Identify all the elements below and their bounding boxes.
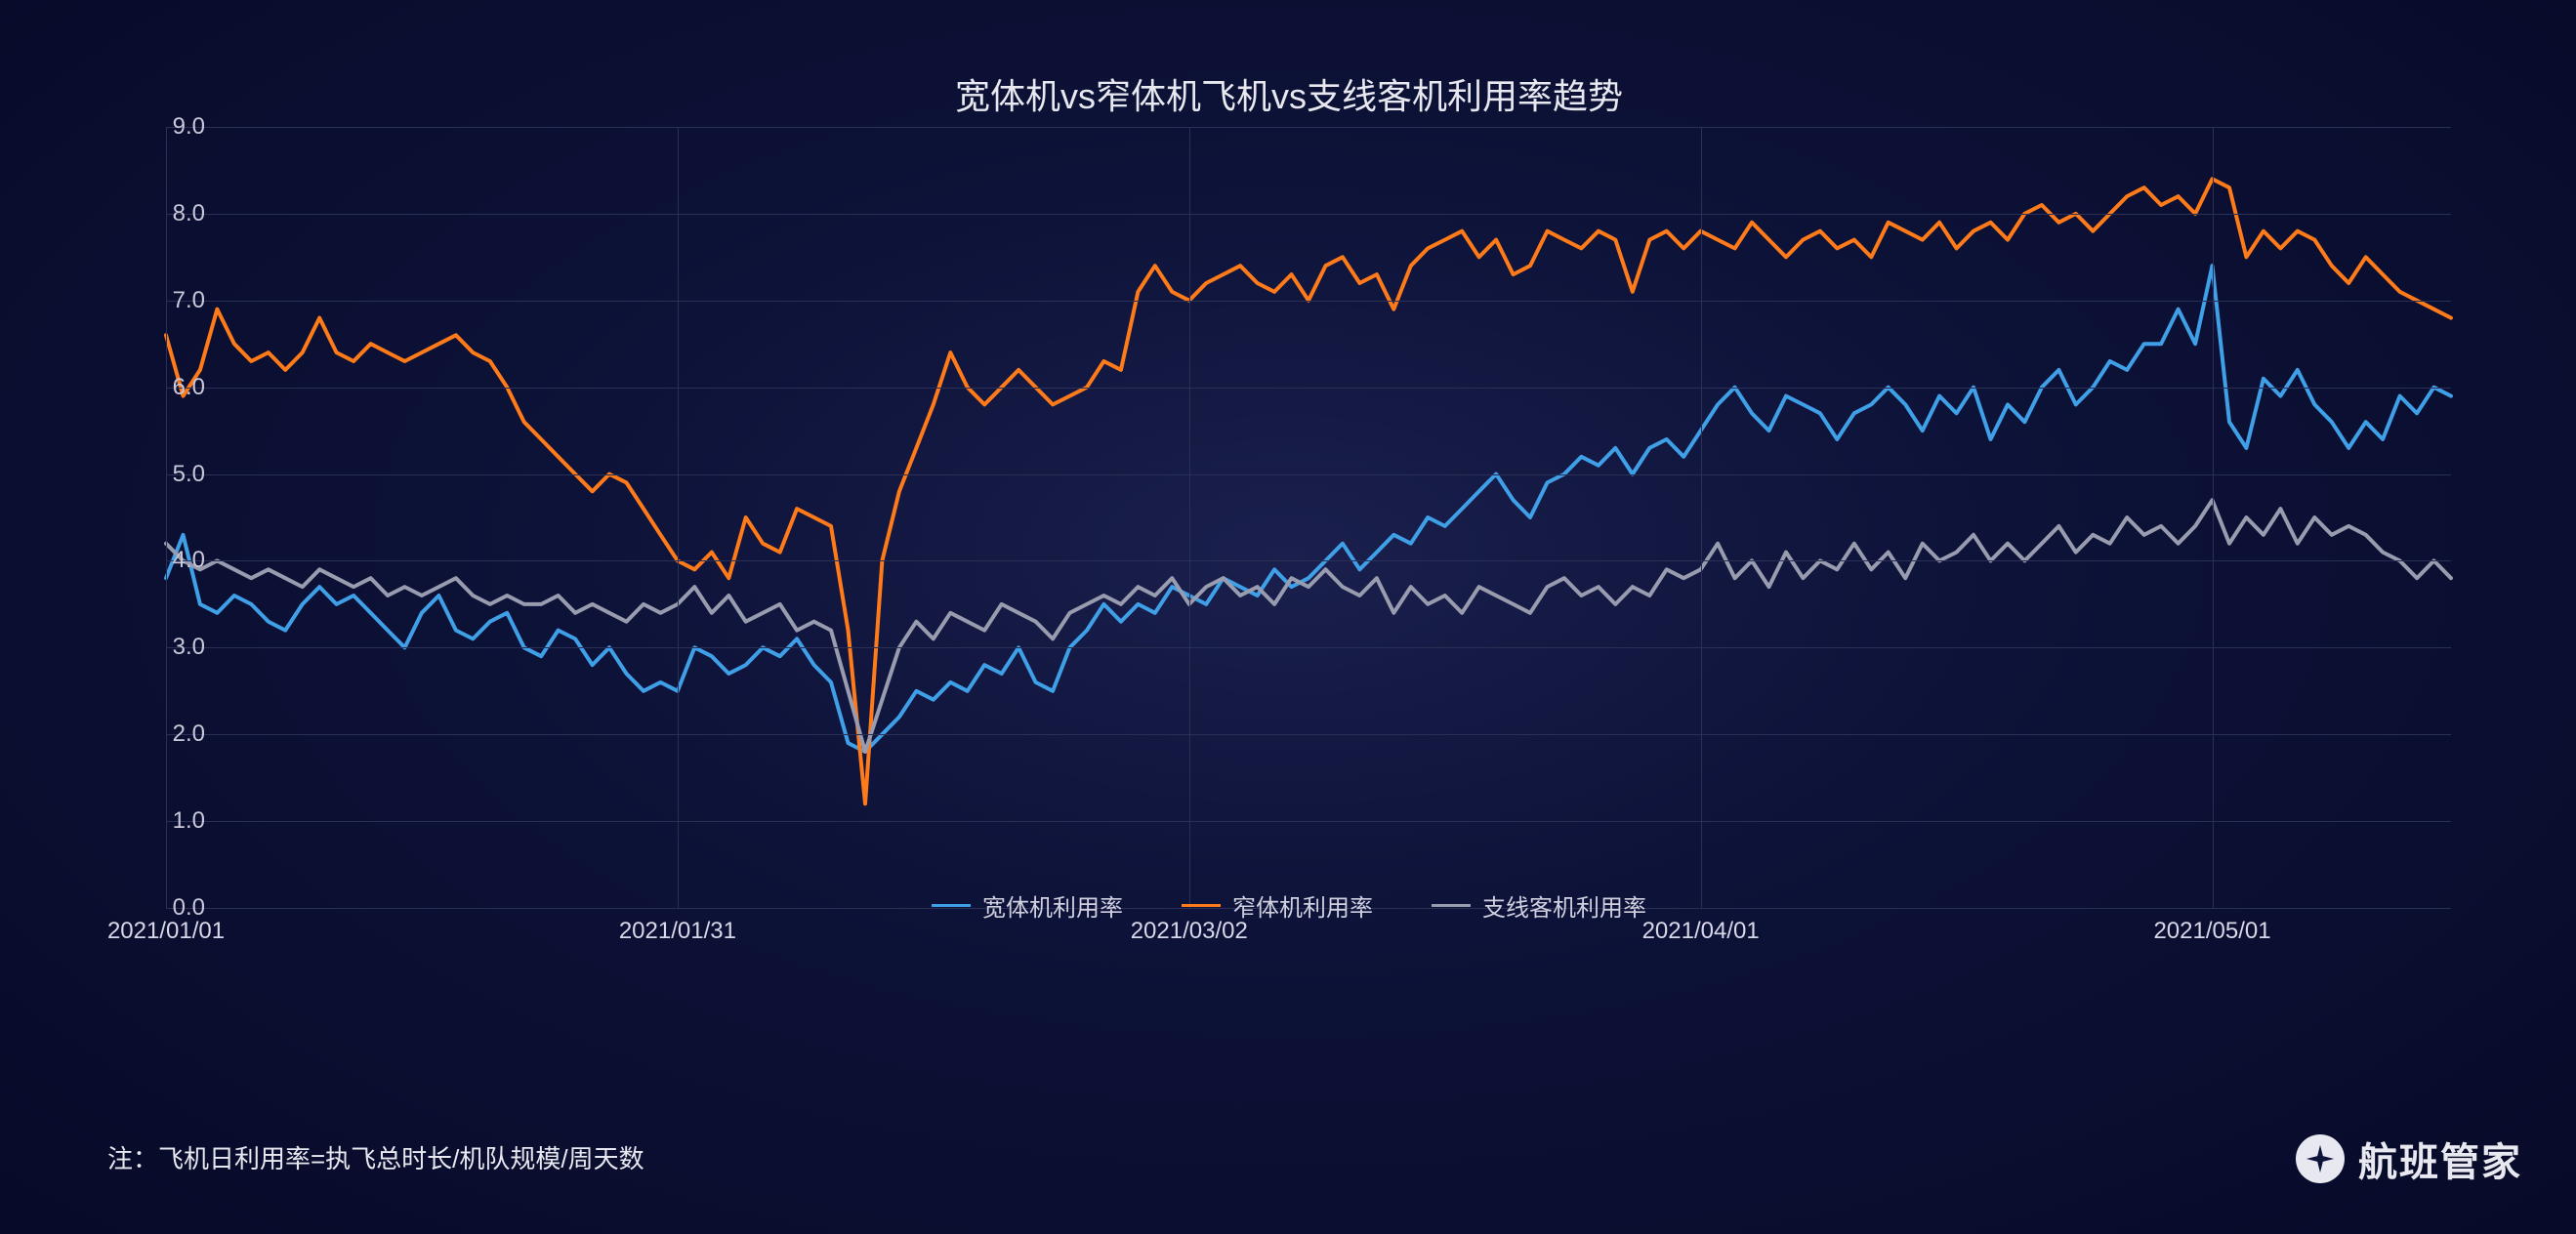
grid-line-vertical bbox=[2213, 127, 2214, 908]
brand-text: 航班管家 bbox=[2358, 1131, 2522, 1187]
series-line bbox=[166, 266, 2451, 752]
y-tick-label: 5.0 bbox=[173, 461, 205, 488]
chart-container: 宽体机vs窄体机飞机vs支线客机利用率趋势 0.01.02.03.04.05.0… bbox=[107, 39, 2471, 1035]
x-tick-label: 2021/05/01 bbox=[2153, 918, 2270, 945]
grid-line-vertical bbox=[678, 127, 679, 908]
brand-icon bbox=[2296, 1134, 2345, 1183]
legend-label: 窄体机利用率 bbox=[1232, 888, 1373, 923]
y-tick-label: 8.0 bbox=[173, 200, 205, 227]
grid-line-horizontal bbox=[166, 474, 2451, 475]
line-series-svg bbox=[166, 127, 2451, 908]
grid-line-horizontal bbox=[166, 301, 2451, 302]
y-tick-label: 7.0 bbox=[173, 287, 205, 314]
legend-label: 支线客机利用率 bbox=[1482, 888, 1646, 923]
legend-label: 宽体机利用率 bbox=[982, 888, 1123, 923]
x-tick-label: 2021/01/01 bbox=[107, 918, 225, 945]
grid-line-horizontal bbox=[166, 388, 2451, 389]
legend-item: 宽体机利用率 bbox=[932, 888, 1123, 923]
series-line bbox=[166, 179, 2451, 803]
footnote: 注：飞机日利用率=执飞总时长/机队规模/周天数 bbox=[107, 1139, 644, 1175]
legend-item: 窄体机利用率 bbox=[1182, 888, 1373, 923]
y-tick-label: 2.0 bbox=[173, 720, 205, 748]
plot-area: 0.01.02.03.04.05.06.07.08.09.02021/01/01… bbox=[166, 127, 2451, 908]
grid-line-horizontal bbox=[166, 560, 2451, 561]
grid-line-horizontal bbox=[166, 647, 2451, 648]
legend-swatch bbox=[1182, 904, 1221, 907]
y-tick-label: 4.0 bbox=[173, 547, 205, 574]
grid-line-horizontal bbox=[166, 734, 2451, 735]
brand-logo: 航班管家 bbox=[2296, 1131, 2522, 1187]
grid-line-horizontal bbox=[166, 127, 2451, 128]
y-tick-label: 1.0 bbox=[173, 807, 205, 835]
y-tick-label: 3.0 bbox=[173, 634, 205, 661]
grid-line-vertical bbox=[1189, 127, 1190, 908]
y-tick-label: 6.0 bbox=[173, 374, 205, 401]
grid-line-vertical bbox=[166, 127, 167, 908]
grid-line-horizontal bbox=[166, 821, 2451, 822]
y-tick-label: 9.0 bbox=[173, 113, 205, 141]
legend: 宽体机利用率 窄体机利用率 支线客机利用率 bbox=[932, 888, 1646, 923]
chart-title: 宽体机vs窄体机飞机vs支线客机利用率趋势 bbox=[955, 68, 1623, 119]
grid-line-vertical bbox=[1701, 127, 1702, 908]
x-tick-label: 2021/01/31 bbox=[619, 918, 736, 945]
legend-swatch bbox=[1432, 904, 1471, 907]
legend-item: 支线客机利用率 bbox=[1432, 888, 1646, 923]
legend-swatch bbox=[932, 904, 971, 907]
series-line bbox=[166, 500, 2451, 752]
x-tick-label: 2021/04/01 bbox=[1642, 918, 1760, 945]
grid-line-horizontal bbox=[166, 214, 2451, 215]
